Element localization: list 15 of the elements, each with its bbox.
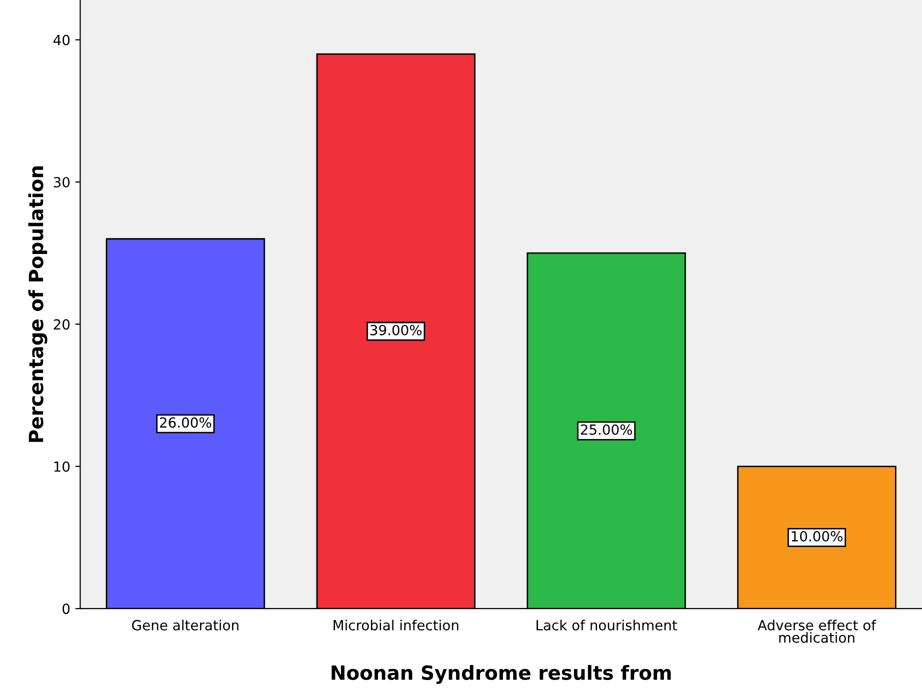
y-tick-label: 30 (54, 176, 70, 188)
y-tick-label: 10 (54, 461, 70, 472)
x-tick-label: Lack of nourishment (536, 620, 678, 630)
y-tick-label: 40 (53, 34, 70, 46)
x-axis-title: Noonan Syndrome results from (332, 664, 671, 684)
y-tick-label: 20 (54, 319, 70, 330)
x-tick-label: Microbial infection (334, 620, 458, 630)
data-label: 26.00% (160, 417, 212, 428)
y-tick-label: 0 (62, 604, 70, 614)
x-tick-label: Gene alteration (132, 620, 238, 630)
x-tick-label: Adverse effect of medication (758, 620, 876, 643)
data-label: 25.00% (580, 424, 632, 435)
data-label: 10.00% (792, 531, 842, 542)
y-axis-title: Percentage of Population (28, 166, 48, 442)
data-label: 39.00% (370, 324, 422, 336)
